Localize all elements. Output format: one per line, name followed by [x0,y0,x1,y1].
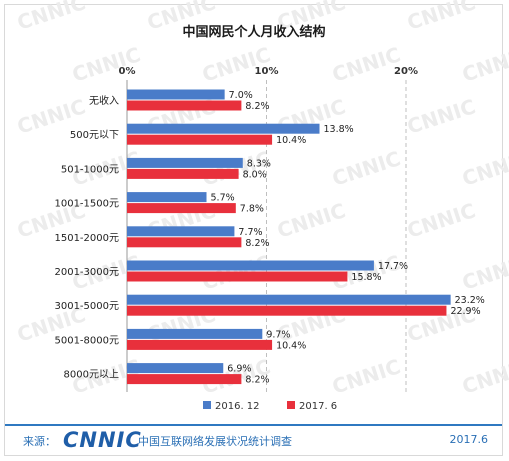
category-label: 1501-2000元 [54,233,119,244]
watermark-text: CNNIC [329,146,403,191]
bar [127,203,236,214]
value-label: 17.7% [378,261,408,272]
bar [127,260,374,271]
value-label: 7.0% [229,90,253,101]
watermark-text: CNNIC [404,0,478,35]
value-label: 9.7% [266,329,290,340]
category-label: 8000元以上 [64,369,119,381]
watermark-text: CNNIC [404,94,478,139]
survey-name: 中国互联网络发展状况统计调查 [138,435,292,448]
watermark-text: CNNIC [199,42,273,87]
x-tick-label: 0% [119,66,136,77]
bar [127,271,348,282]
value-label: 10.4% [276,340,306,351]
value-label: 8.2% [245,375,269,386]
category-label: 500元以下 [70,130,119,141]
watermark-text: CNNIC [459,354,509,399]
value-label: 10.4% [276,135,306,146]
category-label: 501-1000元 [61,164,119,175]
value-label: 5.7% [211,193,235,204]
report-date: 2017.6 [449,433,489,446]
bar [127,339,273,350]
value-label: 8.3% [247,158,271,169]
bar [127,226,235,237]
value-label: 6.9% [227,364,251,375]
watermark-text: CNNIC [69,42,143,87]
watermark-text: CNNIC [459,146,509,191]
value-label: 7.7% [238,227,262,238]
bar [127,157,243,168]
bar [127,374,242,385]
legend-swatch [287,401,295,409]
x-tick-label: 20% [394,66,418,77]
value-label: 8.0% [243,169,267,180]
category-label: 无收入 [89,94,119,107]
value-label: 13.8% [324,124,354,135]
value-label: 22.9% [450,306,480,317]
watermark-text: CNNIC [459,250,509,295]
bar [127,100,242,111]
legend-label: 2017. 6 [299,401,337,412]
category-label: 1001-1500元 [54,199,119,210]
value-label: 23.2% [455,295,485,306]
bar [127,123,320,134]
bar [127,134,273,145]
legend-swatch [203,401,211,409]
watermark-text: CNNIC [329,42,403,87]
source-label: 来源： [23,435,56,448]
value-label: 7.8% [240,204,264,215]
bar [127,192,207,203]
footer-bar: 来源： CNNIC 中国互联网络发展状况统计调查 2017.6 [5,424,502,456]
value-label: 15.8% [351,272,381,283]
category-label: 3001-5000元 [54,301,119,312]
value-label: 8.2% [245,238,269,249]
bar [127,294,451,305]
watermark-text: CNNIC [404,198,478,243]
legend-label: 2016. 12 [215,401,260,412]
x-tick-label: 10% [255,66,279,77]
category-label: 2001-3000元 [54,267,119,278]
bar [127,305,447,316]
bar [127,237,242,248]
watermark-text: CNNIC [274,198,348,243]
chart-title: 中国网民个人月收入结构 [182,24,325,40]
bar [127,363,224,374]
category-label: 5001-8000元 [54,335,119,346]
cnnic-logo: CNNIC [63,428,142,452]
value-label: 8.2% [245,101,269,112]
watermark-text: CNNIC [459,42,509,87]
bar [127,328,263,339]
bar [127,89,225,100]
watermark-text: CNNIC [329,354,403,399]
watermark-text: CNNIC [14,0,88,35]
bar [127,168,239,179]
chart-frame [4,4,503,456]
